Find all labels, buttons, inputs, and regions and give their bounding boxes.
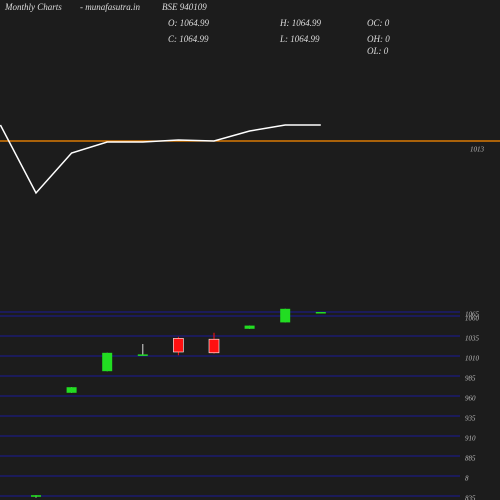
stat: C: 1064.99 bbox=[168, 34, 209, 44]
y-tick-label: 1065 bbox=[465, 311, 480, 319]
candle-body bbox=[208, 338, 220, 354]
stat: OC: 0 bbox=[367, 18, 390, 28]
reference-label: 1013 bbox=[470, 146, 485, 154]
stat: H: 1064.99 bbox=[279, 18, 321, 28]
y-tick-label: 835 bbox=[465, 495, 476, 500]
candle-body bbox=[137, 354, 148, 356]
symbol: BSE 940109 bbox=[162, 2, 207, 12]
candle-body bbox=[173, 338, 184, 353]
candle-body bbox=[66, 387, 77, 393]
y-tick-label: 885 bbox=[465, 455, 476, 463]
y-tick-label: 960 bbox=[465, 395, 476, 403]
stat: OH: 0 bbox=[367, 34, 390, 44]
candle-body bbox=[102, 352, 113, 372]
candle-body bbox=[31, 495, 41, 497]
y-tick-label: 1010 bbox=[465, 355, 480, 363]
stat: L: 1064.99 bbox=[279, 34, 320, 44]
candle-body bbox=[244, 325, 255, 329]
y-tick-label: 1060 bbox=[465, 315, 480, 323]
y-tick-label: 935 bbox=[465, 415, 476, 423]
chart-title: Monthly Charts bbox=[4, 2, 62, 12]
indicator-line bbox=[0, 124, 321, 195]
stat: O: 1064.99 bbox=[168, 18, 209, 28]
candle-body bbox=[280, 308, 291, 323]
candle-body bbox=[315, 312, 326, 314]
stat: OL: 0 bbox=[367, 46, 389, 56]
y-tick-label: 1035 bbox=[465, 335, 480, 343]
y-tick-label: 910 bbox=[465, 435, 476, 443]
y-tick-label: 985 bbox=[465, 375, 476, 383]
source: - munafasutra.in bbox=[80, 2, 141, 12]
y-tick-label: 8 bbox=[465, 475, 469, 483]
